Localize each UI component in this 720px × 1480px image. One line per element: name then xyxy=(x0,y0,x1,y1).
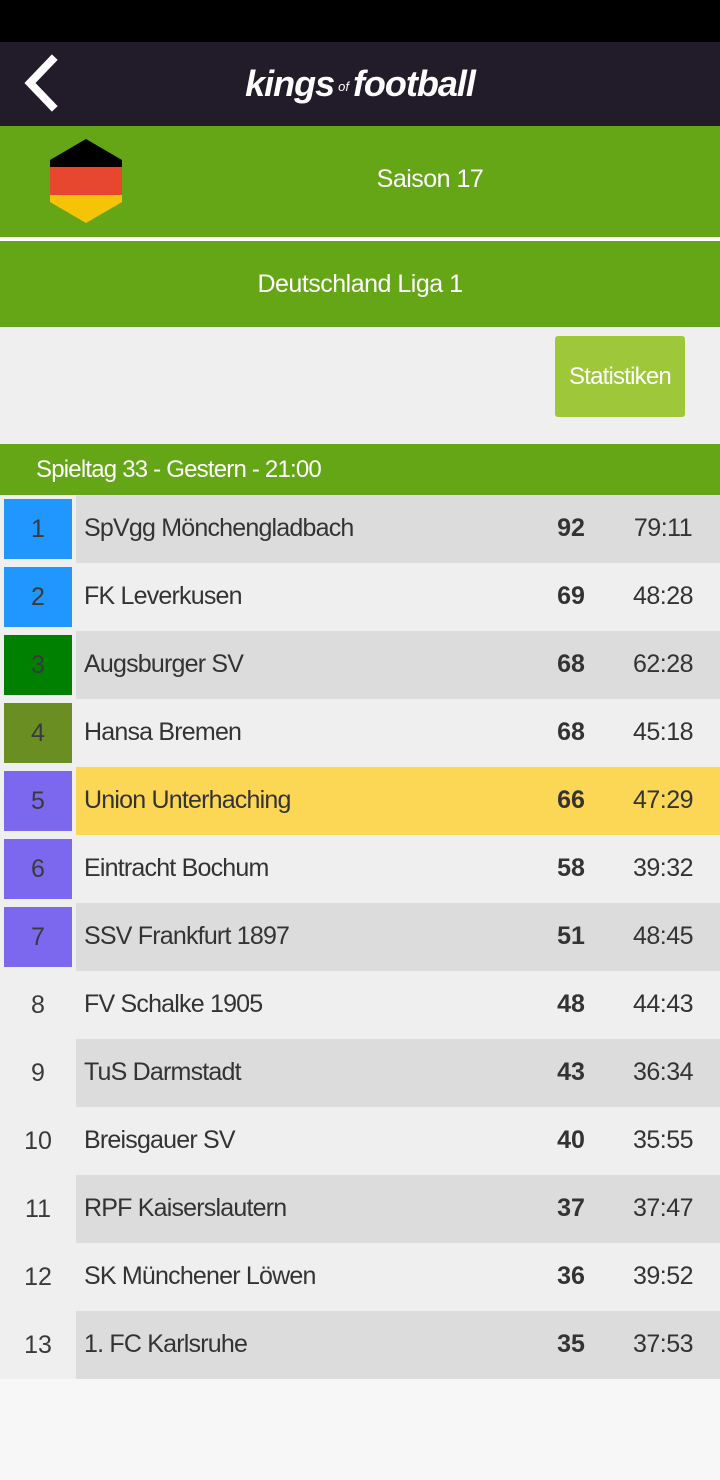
statistics-button[interactable]: Statistiken xyxy=(555,336,685,417)
goal-difference: 37:53 xyxy=(632,1330,694,1358)
rank-badge: 11 xyxy=(25,1195,51,1223)
table-row[interactable]: 3 Augsburger SV 68 62:28 xyxy=(0,631,720,699)
germany-flag-icon xyxy=(50,139,122,223)
team-name: SK Münchener Löwen xyxy=(84,1262,316,1290)
team-points: 36 xyxy=(557,1262,585,1290)
row-background xyxy=(76,1311,720,1379)
logo-kings: kings xyxy=(245,63,335,104)
back-button[interactable] xyxy=(18,54,74,114)
team-name: FV Schalke 1905 xyxy=(84,990,263,1018)
rank-badge: 7 xyxy=(4,907,72,967)
team-points: 68 xyxy=(557,718,585,746)
logo-football: football xyxy=(352,63,476,104)
season-label: Saison 17 xyxy=(376,165,484,193)
team-name: Breisgauer SV xyxy=(84,1126,236,1154)
goal-difference: 36:34 xyxy=(632,1058,694,1086)
row-background xyxy=(76,903,720,971)
team-points: 40 xyxy=(557,1126,585,1154)
team-name: RPF Kaiserslautern xyxy=(84,1194,287,1222)
team-points: 66 xyxy=(557,786,585,814)
league-title: Deutschland Liga 1 xyxy=(0,241,720,327)
table-row[interactable]: 4 Hansa Bremen 68 45:18 xyxy=(0,699,720,767)
league-table: 1 SpVgg Mönchengladbach 92 79:11 2 FK Leverku… xyxy=(0,495,720,1379)
team-points: 43 xyxy=(557,1058,585,1086)
table-row[interactable]: 10 Breisgauer SV 40 35:55 xyxy=(0,1107,720,1175)
team-name: TuS Darmstadt xyxy=(84,1058,242,1086)
team-name: SSV Frankfurt 1897 xyxy=(84,922,290,950)
goal-difference: 39:52 xyxy=(632,1262,694,1290)
rank-badge: 2 xyxy=(4,567,72,627)
rank-badge: 4 xyxy=(4,703,72,763)
app-bar: kings of football xyxy=(0,42,720,126)
logo-of: of xyxy=(338,78,349,94)
team-name: 1. FC Karlsruhe xyxy=(84,1330,248,1358)
team-points: 92 xyxy=(557,514,585,542)
table-row[interactable]: 6 Eintracht Bochum 58 39:32 xyxy=(0,835,720,903)
team-name: Eintracht Bochum xyxy=(84,854,269,882)
table-row[interactable]: 5 Union Unterhaching 66 47:29 xyxy=(0,767,720,835)
table-row[interactable]: 7 SSV Frankfurt 1897 51 48:45 xyxy=(0,903,720,971)
goal-difference: 48:45 xyxy=(632,922,694,950)
table-row[interactable]: 8 FV Schalke 1905 48 44:43 xyxy=(0,971,720,1039)
rank-badge: 5 xyxy=(4,771,72,831)
table-row[interactable]: 2 FK Leverkusen 69 48:28 xyxy=(0,563,720,631)
team-points: 35 xyxy=(557,1330,585,1358)
team-name: Augsburger SV xyxy=(84,650,244,678)
goal-difference: 37:47 xyxy=(632,1194,694,1222)
goal-difference: 44:43 xyxy=(632,990,694,1018)
rank-badge: 9 xyxy=(31,1059,45,1087)
rank-badge: 10 xyxy=(24,1127,52,1155)
team-name: Hansa Bremen xyxy=(84,718,242,746)
row-background xyxy=(76,767,720,835)
table-row[interactable]: 12 SK Münchener Löwen 36 39:52 xyxy=(0,1243,720,1311)
rank-badge: 3 xyxy=(4,635,72,695)
team-name: SpVgg Mönchengladbach xyxy=(84,514,354,542)
rank-badge: 1 xyxy=(4,499,72,559)
goal-difference: 39:32 xyxy=(632,854,694,882)
team-points: 48 xyxy=(557,990,585,1018)
rank-badge: 8 xyxy=(31,991,45,1019)
table-row[interactable]: 9 TuS Darmstadt 43 36:34 xyxy=(0,1039,720,1107)
chevron-left-icon xyxy=(24,54,58,112)
rank-badge: 6 xyxy=(4,839,72,899)
goal-difference: 45:18 xyxy=(632,718,694,746)
footer-area xyxy=(0,1379,720,1480)
rank-badge: 13 xyxy=(24,1331,52,1359)
row-background xyxy=(76,631,720,699)
status-bar xyxy=(0,0,720,42)
goal-difference: 47:29 xyxy=(632,786,694,814)
row-background xyxy=(76,1175,720,1243)
goal-difference: 62:28 xyxy=(632,650,694,678)
team-points: 37 xyxy=(557,1194,585,1222)
team-name: FK Leverkusen xyxy=(84,582,243,610)
table-row[interactable]: 11 RPF Kaiserslautern 37 37:47 xyxy=(0,1175,720,1243)
goal-difference: 35:55 xyxy=(632,1126,694,1154)
row-background xyxy=(76,495,720,563)
rank-badge: 12 xyxy=(24,1263,52,1291)
goal-difference: 48:28 xyxy=(632,582,694,610)
season-bar: Saison 17 xyxy=(0,126,720,237)
team-points: 69 xyxy=(557,582,585,610)
team-points: 68 xyxy=(557,650,585,678)
app-logo: kings of football xyxy=(0,42,720,126)
team-points: 58 xyxy=(557,854,585,882)
team-name: Union Unterhaching xyxy=(84,786,291,814)
team-points: 51 xyxy=(557,922,585,950)
table-row[interactable]: 1 SpVgg Mönchengladbach 92 79:11 xyxy=(0,495,720,563)
table-row[interactable]: 13 1. FC Karlsruhe 35 37:53 xyxy=(0,1311,720,1379)
matchday-header: Spieltag 33 - Gestern - 21:00 xyxy=(0,444,720,495)
divider xyxy=(0,237,720,241)
row-background xyxy=(76,1039,720,1107)
goal-difference: 79:11 xyxy=(633,514,693,542)
